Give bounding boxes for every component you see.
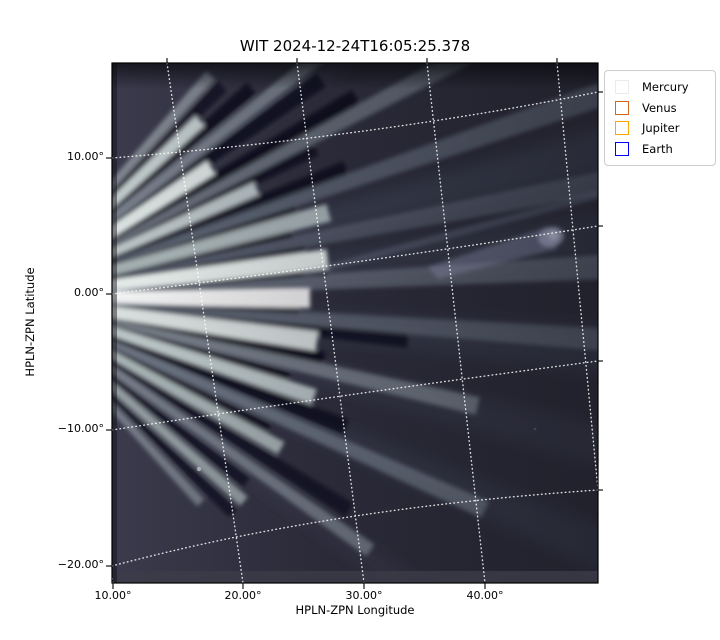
axes-spines (111, 62, 599, 584)
legend-entry: Earth (615, 139, 709, 160)
plot-title: WIT 2024-12-24T16:05:25.378 (239, 37, 471, 55)
grid-longitude-line (296, 63, 365, 583)
x-tick-label: 10.00° (94, 589, 132, 602)
legend-label: Mercury (642, 80, 689, 95)
coordinate-grid (112, 63, 598, 583)
x-axis-label: HPLN-ZPN Longitude (295, 603, 415, 617)
y-tick-label: −20.00° (57, 558, 104, 571)
legend-swatch-icon (615, 141, 629, 156)
legend-entry: Mercury (615, 77, 709, 98)
legend: Mercury Venus Jupiter Earth (604, 70, 716, 166)
grid-longitude-line (556, 63, 598, 491)
grid-latitude-line (112, 489, 598, 567)
y-tick-label: 0.00° (74, 286, 104, 299)
legend-entry: Jupiter (615, 118, 709, 139)
legend-swatch-icon (615, 121, 629, 136)
grid-latitude-line (112, 225, 598, 295)
x-tick-label: 20.00° (224, 589, 262, 602)
y-axis-label: HPLN-ZPN Latitude (23, 267, 37, 377)
axis-ticks (106, 58, 603, 589)
x-tick-label: 30.00° (345, 589, 383, 602)
legend-label: Earth (642, 141, 673, 156)
legend-label: Venus (642, 100, 677, 115)
y-tick-label: 10.00° (67, 150, 104, 163)
grid-latitude-line (112, 360, 598, 431)
y-tick-label: −10.00° (57, 422, 104, 435)
legend-swatch-icon (615, 80, 629, 95)
legend-swatch-icon (615, 100, 629, 115)
grid-longitude-line (426, 63, 486, 583)
sky-image (112, 63, 598, 583)
legend-entry: Venus (615, 98, 709, 119)
legend-label: Jupiter (642, 121, 680, 136)
grid-latitude-line (112, 91, 598, 159)
grid-longitude-line (166, 63, 244, 583)
x-tick-label: 40.00° (466, 589, 504, 602)
